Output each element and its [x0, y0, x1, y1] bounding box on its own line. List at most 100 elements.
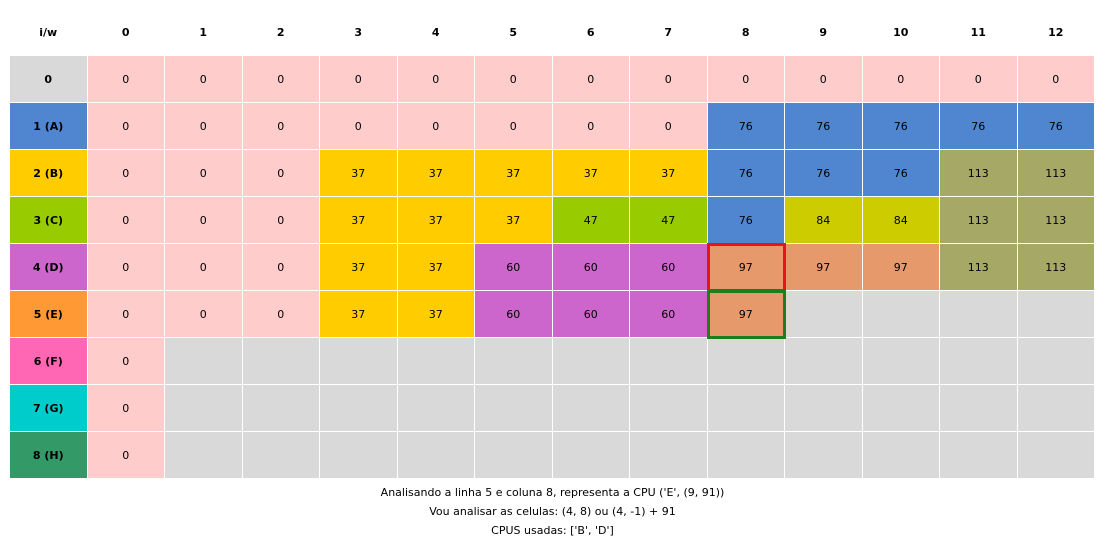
table-cell: [940, 338, 1018, 385]
table-cell: 0: [707, 56, 785, 103]
table-cell: 0: [475, 56, 553, 103]
table-cell: 0: [165, 291, 243, 338]
table-cell: 97: [785, 244, 863, 291]
table-cell: [785, 385, 863, 432]
table-cell: 0: [87, 385, 165, 432]
table-cell: 97: [862, 244, 940, 291]
row-label-0: 0: [10, 56, 88, 103]
table-cell: 0: [630, 56, 708, 103]
col-header-5: 5: [475, 10, 553, 56]
table-cell: 37: [320, 197, 398, 244]
table-cell: 37: [475, 197, 553, 244]
table-cell: 0: [87, 291, 165, 338]
table-cell: 0: [242, 244, 320, 291]
table-cell: 113: [1017, 150, 1095, 197]
table-cell: [862, 291, 940, 338]
table-cell: 0: [87, 197, 165, 244]
table-cell: [242, 432, 320, 479]
table-cell: [862, 385, 940, 432]
table-cell: [1017, 385, 1095, 432]
table-cell: 0: [165, 56, 243, 103]
table-cell: 60: [630, 291, 708, 338]
table-cell: 37: [630, 150, 708, 197]
table-cell: 0: [242, 150, 320, 197]
table-cell: [552, 432, 630, 479]
table-cell: [940, 385, 1018, 432]
table-cell: [862, 432, 940, 479]
table-cell: 47: [630, 197, 708, 244]
table-cell: [785, 338, 863, 385]
row-label-4: 4 (D): [10, 244, 88, 291]
table-cell: 0: [785, 56, 863, 103]
captions: Analisando a linha 5 e coluna 8, represe…: [0, 483, 1105, 540]
table-cell: 37: [552, 150, 630, 197]
table-cell: [1017, 291, 1095, 338]
table-cell: 0: [242, 291, 320, 338]
col-header-11: 11: [940, 10, 1018, 56]
table-cell: [242, 338, 320, 385]
table-cell: [862, 338, 940, 385]
col-header-3: 3: [320, 10, 398, 56]
table-cell: 37: [397, 197, 475, 244]
table-cell: 0: [397, 56, 475, 103]
table-cell: 0: [165, 244, 243, 291]
table-cell: 0: [87, 150, 165, 197]
table-cell: [552, 385, 630, 432]
col-header-6: 6: [552, 10, 630, 56]
table-cell: [940, 432, 1018, 479]
row-label-2: 2 (B): [10, 150, 88, 197]
col-header-9: 9: [785, 10, 863, 56]
table-cell: 60: [552, 244, 630, 291]
table-cell: 113: [940, 244, 1018, 291]
table-cell: 76: [707, 197, 785, 244]
knapsack-dp-table: i/w 0 1 2 3 4 5 6 7 8 9 10 11 12 0 0 0 0 0 0 0 0 0 0 0 0 0 0 1 (A) 0 0…: [10, 10, 1095, 479]
table-cell: 0: [242, 197, 320, 244]
table-cell: 76: [940, 103, 1018, 150]
col-header-4: 4: [397, 10, 475, 56]
table-cell: [320, 385, 398, 432]
table-cell: 37: [397, 291, 475, 338]
table-cell: [707, 432, 785, 479]
table-cell: 0: [87, 103, 165, 150]
col-header-10: 10: [862, 10, 940, 56]
table-cell: 113: [940, 197, 1018, 244]
table-cell: [630, 432, 708, 479]
table-cell: 0: [242, 103, 320, 150]
table-cell: 0: [940, 56, 1018, 103]
table-cell: 0: [165, 103, 243, 150]
table-cell: 76: [785, 103, 863, 150]
table-cell: [320, 432, 398, 479]
col-header-8: 8: [707, 10, 785, 56]
table-cell: [707, 385, 785, 432]
col-header-1: 1: [165, 10, 243, 56]
table-cell: 76: [862, 103, 940, 150]
table-cell: [397, 338, 475, 385]
col-header-7: 7: [630, 10, 708, 56]
table-cell: 0: [320, 56, 398, 103]
table-cell: 113: [940, 150, 1018, 197]
table-cell: [1017, 338, 1095, 385]
col-header-0: 0: [87, 10, 165, 56]
table-cell: [630, 338, 708, 385]
table-cell: [552, 338, 630, 385]
table-cell: [1017, 432, 1095, 479]
table-cell: 60: [552, 291, 630, 338]
table-cell: [165, 385, 243, 432]
table-cell: [165, 432, 243, 479]
table-cell: 76: [1017, 103, 1095, 150]
row-label-5: 5 (E): [10, 291, 88, 338]
table-cell: 0: [87, 244, 165, 291]
highlighted-source-cell: 97: [706, 243, 786, 292]
cells-caption: Vou analisar as celulas: (4, 8) ou (4, -…: [429, 505, 676, 518]
table-cell: [785, 291, 863, 338]
table-cell: 0: [397, 103, 475, 150]
table-cell: [165, 338, 243, 385]
table-cell: [242, 385, 320, 432]
table-cell: 0: [552, 103, 630, 150]
table-cell: [397, 385, 475, 432]
table-cell: 76: [707, 150, 785, 197]
table-cell: [397, 432, 475, 479]
table-cell: [940, 291, 1018, 338]
table-cell: 0: [87, 338, 165, 385]
table-cell: 37: [320, 150, 398, 197]
